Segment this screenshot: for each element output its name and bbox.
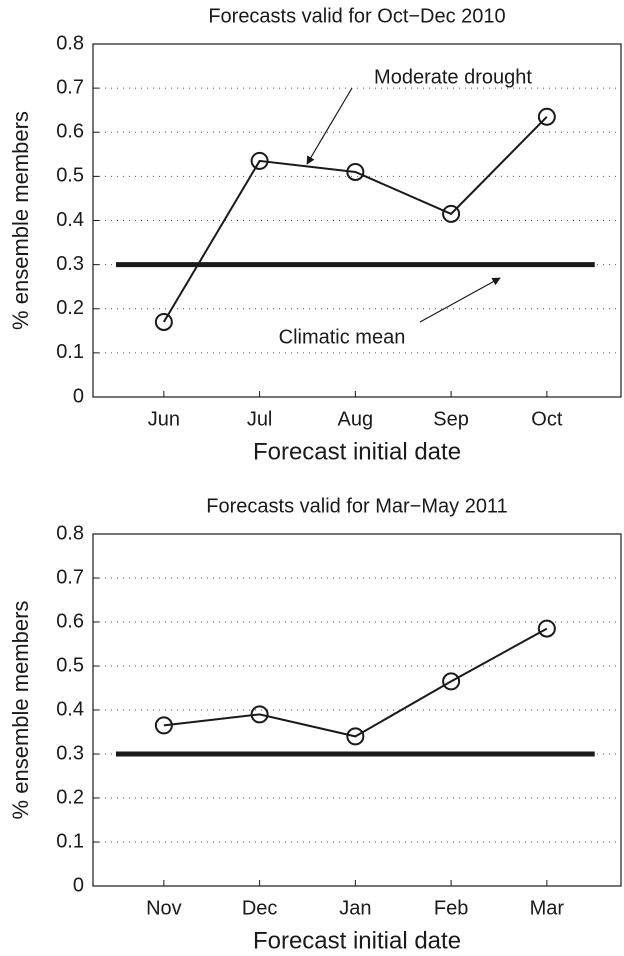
y-tick-label: 0.7	[56, 566, 84, 588]
x-tick-label: Sep	[433, 408, 469, 430]
x-tick-label: Jul	[247, 408, 273, 430]
y-tick-label: 0	[73, 385, 84, 407]
y-tick-label: 0.7	[56, 76, 84, 98]
annotation-arrow	[306, 87, 353, 165]
data-point	[537, 619, 556, 638]
data-point	[442, 672, 461, 691]
x-tick-label: Mar	[530, 897, 565, 919]
y-tick-label: 0.2	[56, 786, 84, 808]
x-tick-label: Nov	[146, 897, 182, 919]
y-axis-label: % ensemble members	[8, 111, 33, 330]
y-tick-label: 0.5	[56, 165, 84, 187]
annotation-arrow	[419, 277, 501, 323]
y-tick-label: 0	[73, 874, 84, 896]
y-tick-label: 0.4	[56, 209, 84, 231]
data-line	[163, 627, 548, 738]
x-axis-label: Forecast initial date	[253, 438, 461, 465]
data-point	[442, 204, 461, 223]
annotation: Moderate drought	[374, 66, 532, 88]
data-point	[537, 107, 556, 126]
data-point	[250, 705, 269, 724]
x-axis-label: Forecast initial date	[253, 927, 461, 954]
x-tick-label: Dec	[242, 897, 278, 919]
y-tick-label: 0.3	[56, 742, 84, 764]
y-tick-label: 0.5	[56, 654, 84, 676]
data-line	[162, 116, 548, 323]
data-point	[154, 312, 173, 331]
data-point	[346, 162, 365, 181]
y-tick-label: 0.8	[56, 32, 84, 54]
x-tick-label: Aug	[338, 408, 374, 430]
y-tick-label: 0.2	[56, 297, 84, 319]
y-tick-label: 0.6	[56, 121, 84, 143]
x-tick-label: Jan	[339, 897, 371, 919]
data-point	[250, 151, 269, 170]
plot-frame	[92, 43, 622, 398]
x-tick-label: Jun	[148, 408, 180, 430]
y-tick-label: 0.1	[56, 830, 84, 852]
y-axis-label: % ensemble members	[8, 601, 33, 820]
annotation: Climatic mean	[279, 326, 406, 348]
y-tick-label: 0.8	[56, 522, 84, 544]
y-tick-label: 0.6	[56, 610, 84, 632]
chart-title: Forecasts valid for Mar−May 2011	[206, 495, 507, 517]
x-tick-label: Oct	[531, 408, 563, 430]
y-tick-label: 0.4	[56, 698, 84, 720]
y-tick-label: 0.1	[56, 341, 84, 363]
plot-frame	[92, 533, 622, 887]
data-point	[154, 716, 173, 735]
chart-title: Forecasts valid for Oct−Dec 2010	[208, 5, 505, 27]
data-point	[346, 727, 365, 746]
x-tick-label: Feb	[434, 897, 468, 919]
y-tick-label: 0.3	[56, 253, 84, 275]
